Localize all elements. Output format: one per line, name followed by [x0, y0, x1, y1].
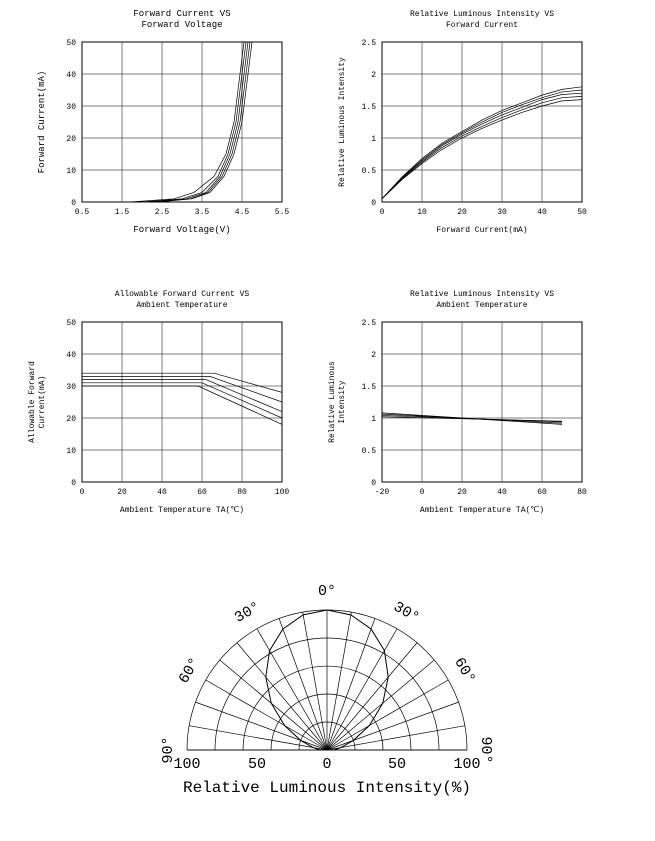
svg-text:100: 100 — [453, 756, 480, 773]
chart-forward-current-vs-voltage: Forward Current VSForward Voltage 0.5 1.5 2… — [0, 0, 300, 260]
svg-text:2.5: 2.5 — [362, 319, 377, 328]
svg-text:10: 10 — [66, 167, 76, 176]
svg-text:0: 0 — [71, 199, 76, 208]
svg-text:0°: 0° — [318, 583, 336, 600]
svg-text:60: 60 — [197, 488, 207, 497]
svg-text:0: 0 — [371, 479, 376, 488]
svg-text:Relative Luminous: Relative Luminous — [328, 361, 337, 443]
svg-text:3.5: 3.5 — [195, 208, 210, 217]
svg-text:Forward Current VS: Forward Current VS — [133, 9, 230, 19]
svg-text:Ambient Temperature: Ambient Temperature — [436, 301, 527, 310]
svg-text:50: 50 — [388, 756, 406, 773]
svg-text:0: 0 — [380, 208, 385, 217]
svg-text:Relative Luminous Intensity VS: Relative Luminous Intensity VS — [410, 290, 554, 299]
svg-text:50: 50 — [248, 756, 266, 773]
svg-text:40: 40 — [157, 488, 167, 497]
svg-text:0: 0 — [71, 479, 76, 488]
svg-text:20: 20 — [66, 135, 76, 144]
svg-text:Forward Voltage(V): Forward Voltage(V) — [133, 225, 230, 235]
svg-text:60: 60 — [537, 488, 547, 497]
svg-text:30: 30 — [497, 208, 507, 217]
svg-text:1: 1 — [371, 135, 376, 144]
svg-text:Forward Voltage: Forward Voltage — [141, 20, 222, 30]
svg-text:30°: 30° — [232, 599, 264, 627]
svg-text:40: 40 — [537, 208, 547, 217]
svg-text:Intensity: Intensity — [338, 380, 347, 423]
svg-text:Current(mA): Current(mA) — [38, 376, 47, 429]
svg-text:30: 30 — [66, 103, 76, 112]
svg-text:20: 20 — [457, 208, 467, 217]
svg-text:0: 0 — [80, 488, 85, 497]
svg-text:1.5: 1.5 — [362, 383, 377, 392]
chart-allowable-current-vs-temp: Allowable Forward Current VS Ambient Temp… — [0, 280, 300, 540]
svg-text:80: 80 — [237, 488, 247, 497]
svg-text:1.5: 1.5 — [362, 103, 377, 112]
svg-text:40: 40 — [66, 351, 76, 360]
svg-text:40: 40 — [497, 488, 507, 497]
svg-text:2.5: 2.5 — [155, 208, 170, 217]
svg-text:Relative Luminous Intensity: Relative Luminous Intensity — [338, 57, 347, 187]
svg-text:5.5: 5.5 — [275, 208, 290, 217]
svg-text:50: 50 — [66, 319, 76, 328]
svg-text:Relative Luminous Intensity V: Relative Luminous Intensity VS — [410, 10, 554, 19]
svg-text:2.5: 2.5 — [362, 39, 377, 48]
svg-text:50: 50 — [577, 208, 587, 217]
svg-text:40: 40 — [66, 71, 76, 80]
svg-text:100: 100 — [275, 488, 290, 497]
svg-text:60°: 60° — [176, 655, 204, 687]
svg-text:Ambient Temperature TA(℃): Ambient Temperature TA(℃) — [120, 506, 244, 515]
svg-text:Allowable Forward Current VS: Allowable Forward Current VS — [115, 290, 250, 299]
chart-luminous-vs-temp: Relative Luminous Intensity VS Ambient Te… — [300, 280, 600, 540]
svg-text:80: 80 — [577, 488, 587, 497]
svg-text:Forward Current(mA): Forward Current(mA) — [37, 71, 47, 174]
svg-text:60°: 60° — [450, 655, 478, 687]
svg-text:0: 0 — [322, 756, 331, 773]
svg-text:20: 20 — [117, 488, 127, 497]
svg-text:2: 2 — [371, 351, 376, 360]
svg-text:30: 30 — [66, 383, 76, 392]
svg-text:1.5: 1.5 — [115, 208, 130, 217]
svg-text:0: 0 — [371, 199, 376, 208]
svg-text:Forward Current: Forward Current — [446, 21, 518, 30]
svg-text:4.5: 4.5 — [235, 208, 250, 217]
svg-text:0.5: 0.5 — [75, 208, 90, 217]
svg-text:10: 10 — [417, 208, 427, 217]
svg-text:30°: 30° — [390, 599, 422, 627]
svg-text:2: 2 — [371, 71, 376, 80]
svg-text:Allowable Forward: Allowable Forward — [28, 361, 37, 443]
svg-text:50: 50 — [66, 39, 76, 48]
svg-text:1: 1 — [371, 415, 376, 424]
chart-luminous-vs-current: Relative Luminous Intensity VS Forward Cu… — [300, 0, 600, 260]
svg-text:Relative Luminous Intensity(%): Relative Luminous Intensity(%) — [183, 779, 471, 797]
svg-text:0.5: 0.5 — [362, 447, 377, 456]
svg-text:Ambient Temperature TA(℃): Ambient Temperature TA(℃) — [420, 506, 544, 515]
svg-text:20: 20 — [457, 488, 467, 497]
chart-polar-radiation: 0°30°30°60°60°90°90°10050050100Relative … — [0, 540, 655, 810]
svg-text:Ambient Temperature: Ambient Temperature — [136, 301, 227, 310]
datasheet-charts: Forward Current VSForward Voltage 0.5 1.5 2… — [0, 0, 655, 810]
svg-text:0.5: 0.5 — [362, 167, 377, 176]
svg-text:20: 20 — [66, 415, 76, 424]
svg-text:-20: -20 — [375, 488, 390, 497]
svg-text:100: 100 — [173, 756, 200, 773]
svg-text:10: 10 — [66, 447, 76, 456]
svg-text:0: 0 — [420, 488, 425, 497]
svg-text:Forward Current(mA): Forward Current(mA) — [436, 226, 527, 235]
